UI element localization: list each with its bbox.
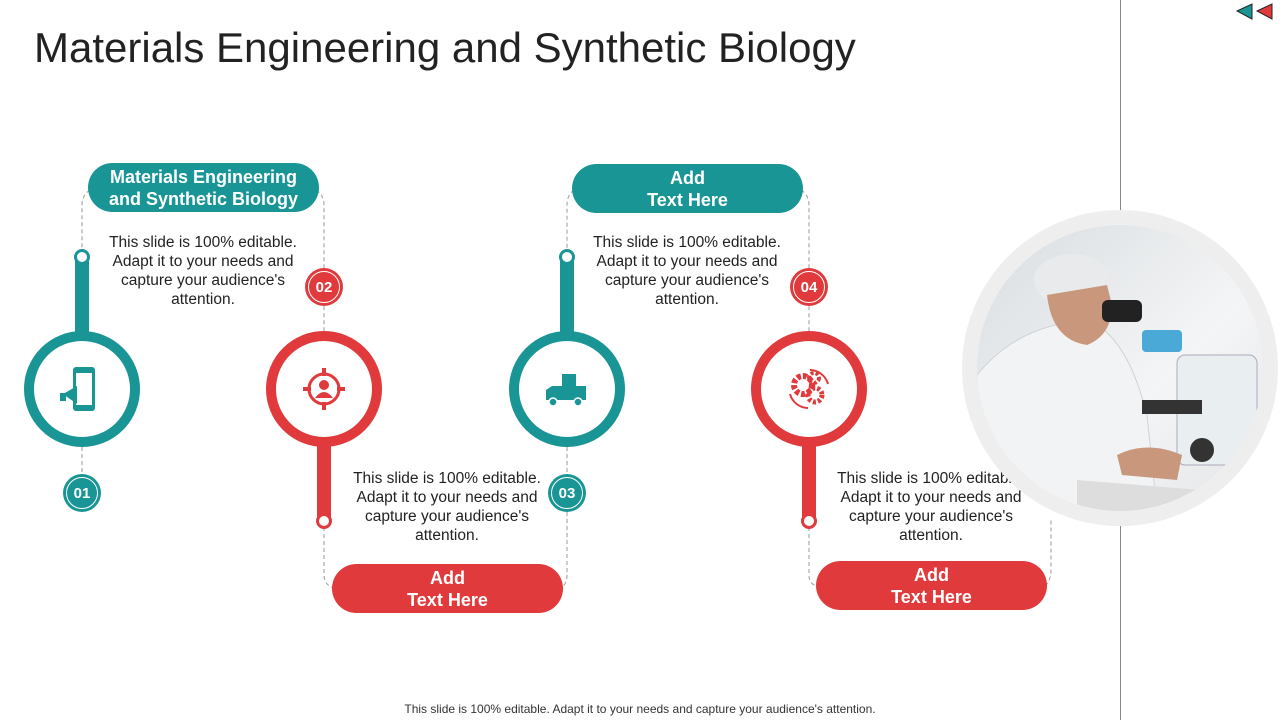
step-1-text: This slide is 100% editable. Adapt it to… xyxy=(109,234,297,308)
scientist-microscope-photo xyxy=(977,225,1263,511)
step-3-number: 03 xyxy=(551,477,583,509)
step-2-text: This slide is 100% editable. Adapt it to… xyxy=(353,470,541,544)
step-1-dot xyxy=(74,249,90,265)
step-4-number: 04 xyxy=(793,271,825,303)
step-3-text: This slide is 100% editable. Adapt it to… xyxy=(593,234,781,308)
slide-nav xyxy=(1236,3,1273,20)
step-4-dot xyxy=(801,513,817,529)
gears-cycle-icon xyxy=(789,369,829,409)
footer-note: This slide is 100% editable. Adapt it to… xyxy=(404,702,876,716)
step-2-circle xyxy=(266,331,382,447)
step-3-stem xyxy=(560,258,574,338)
step-2-dot xyxy=(316,513,332,529)
step-3-heading: Add Text Here xyxy=(572,164,803,213)
step-4-heading: Add Text Here xyxy=(816,561,1047,610)
step-3-circle xyxy=(509,331,625,447)
prev-slide-icon[interactable] xyxy=(1236,3,1253,20)
step-1-number: 01 xyxy=(66,477,98,509)
step-4-badge: 04 xyxy=(790,268,828,306)
step-3-dot xyxy=(559,249,575,265)
step-4-text: This slide is 100% editable. Adapt it to… xyxy=(837,470,1025,544)
page-title: Materials Engineering and Synthetic Biol… xyxy=(34,24,856,71)
mobile-megaphone-icon xyxy=(60,367,95,411)
step-2-stem xyxy=(317,440,331,520)
step-4-circle xyxy=(751,331,867,447)
delivery-truck-icon xyxy=(546,374,586,407)
step-2-badge: 02 xyxy=(305,268,343,306)
step-4-stem xyxy=(802,440,816,520)
step-1-badge: 01 xyxy=(63,474,101,512)
step-1-circle xyxy=(24,331,140,447)
step-1-stem xyxy=(75,258,89,338)
step-2-heading: Add Text Here xyxy=(332,564,563,613)
step-1-heading: Materials Engineering and Synthetic Biol… xyxy=(88,163,319,212)
step-2-number: 02 xyxy=(308,271,340,303)
step-3-badge: 03 xyxy=(548,474,586,512)
next-slide-icon[interactable] xyxy=(1255,3,1273,20)
target-user-icon xyxy=(303,368,345,410)
